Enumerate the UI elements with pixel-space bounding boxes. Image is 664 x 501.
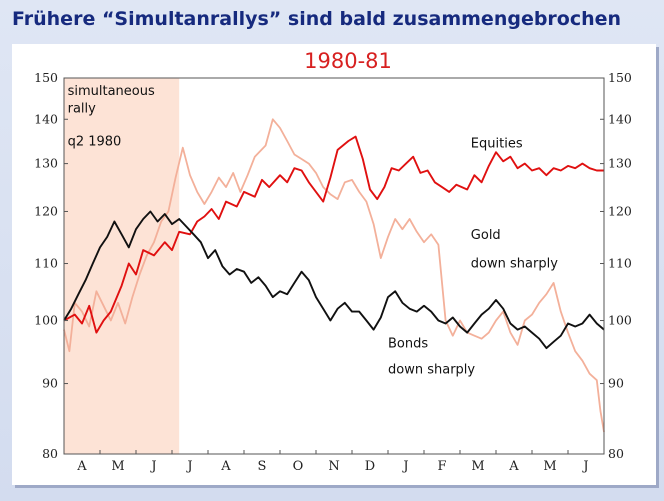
x-tick-label: N xyxy=(328,459,339,474)
plot-frame xyxy=(63,77,605,455)
annotation-label: down sharply xyxy=(471,256,558,271)
annotation-label: Gold xyxy=(471,228,501,243)
annotation-label: down sharply xyxy=(388,363,475,378)
annotation-label: rally xyxy=(68,101,97,116)
y-tick-label-left: 120 xyxy=(34,203,58,218)
annotation-label: simultaneous xyxy=(68,84,155,99)
chart-panel: 80 80 90 90 100 100 110 110 120 120 130 130 140 140 15… xyxy=(12,44,656,485)
x-tick-label: A xyxy=(220,459,231,474)
x-tick-label: M xyxy=(111,459,124,474)
x-tick-label: J xyxy=(581,459,588,474)
y-tick-label-right: 90 xyxy=(608,376,624,391)
annotation-label: Equities xyxy=(471,136,523,151)
x-tick-label: A xyxy=(508,459,519,474)
series-line-bonds xyxy=(63,210,605,350)
annotation-label: q2 1980 xyxy=(68,134,122,149)
y-tick-label-left: 90 xyxy=(42,376,58,391)
x-tick-label: D xyxy=(365,459,375,474)
y-tick-label-right: 80 xyxy=(608,446,624,461)
slide-heading: Frühere “Simultanrallys” sind bald zusam… xyxy=(12,8,622,30)
y-tick-label-left: 100 xyxy=(34,313,58,328)
x-tick-label: A xyxy=(76,459,87,474)
x-tick-label: J xyxy=(401,459,408,474)
x-tick-label: S xyxy=(258,459,267,474)
y-tick-label-right: 140 xyxy=(608,111,632,126)
line-chart: 80 80 90 90 100 100 110 110 120 120 130 130 140 140 15… xyxy=(34,49,632,474)
series-line-gold xyxy=(63,118,605,433)
axis-layer: 80 80 90 90 100 100 110 110 120 120 130 130 140 140 15… xyxy=(34,70,632,474)
annotation-label: Bonds xyxy=(388,336,428,351)
y-tick-label-right: 130 xyxy=(608,156,632,171)
chart-title: 1980-81 xyxy=(304,49,392,73)
y-tick-label-left: 110 xyxy=(34,256,58,271)
x-tick-label: J xyxy=(149,459,156,474)
x-tick-label: M xyxy=(471,459,484,474)
y-tick-label-left: 140 xyxy=(34,111,58,126)
y-tick-label-right: 100 xyxy=(608,313,632,328)
y-tick-label-left: 150 xyxy=(34,70,58,85)
y-tick-label-left: 80 xyxy=(42,446,58,461)
y-tick-label-right: 150 xyxy=(608,70,632,85)
y-tick-label-right: 120 xyxy=(608,203,632,218)
shaded-region xyxy=(64,78,180,454)
series-layer xyxy=(63,118,605,433)
x-tick-label: F xyxy=(437,459,446,474)
x-tick-label: M xyxy=(543,459,556,474)
annotation-layer: simultaneous rally q2 1980 Equities Gold down… xyxy=(68,84,559,378)
x-tick-label: J xyxy=(185,459,192,474)
series-line-equities xyxy=(63,135,604,334)
y-tick-label-right: 110 xyxy=(608,256,632,271)
y-tick-label-left: 130 xyxy=(34,156,58,171)
x-tick-label: O xyxy=(293,459,304,474)
